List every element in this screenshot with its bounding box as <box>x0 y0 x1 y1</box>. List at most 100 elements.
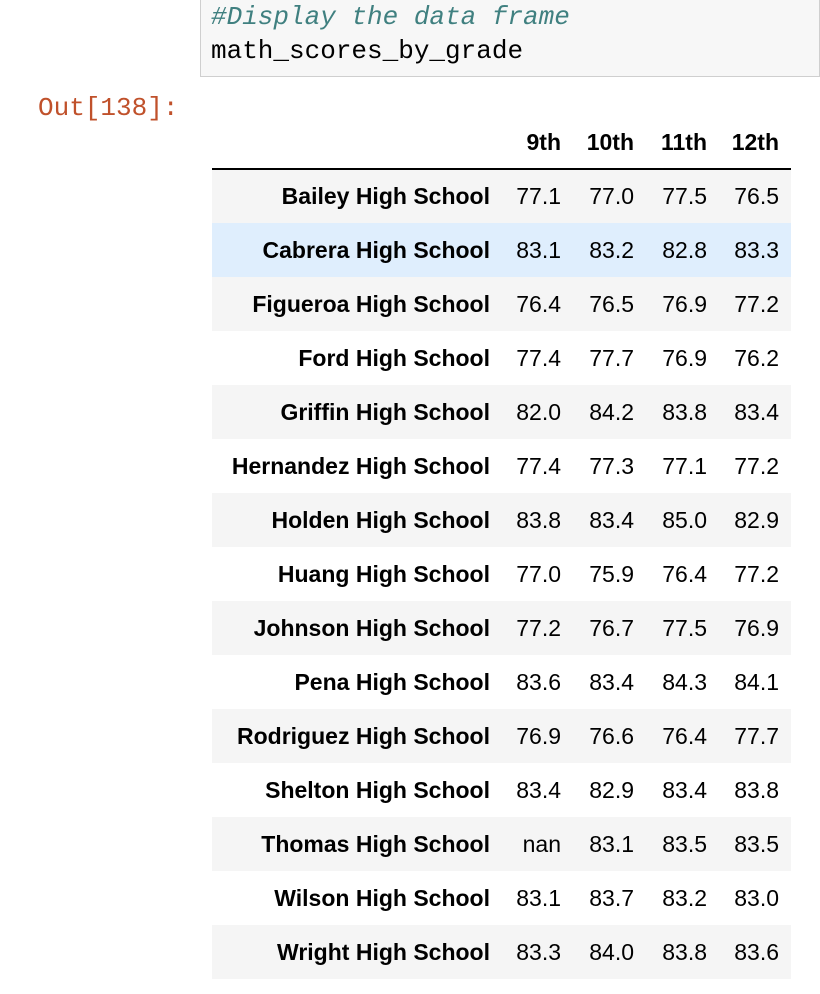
table-row: Wright High School 83.3 84.0 83.8 83.6 <box>212 925 791 979</box>
table-cell: 77.5 <box>662 614 707 641</box>
table-row: Cabrera High School 83.1 83.2 82.8 83.3 <box>212 223 791 277</box>
table-cell: 82.0 <box>516 398 561 425</box>
column-header: 10th <box>573 116 646 170</box>
table-row: Ford High School 77.4 77.7 76.9 76.2 <box>212 331 791 385</box>
table-header-row: 9th 10th 11th 12th <box>212 116 791 170</box>
table-cell: 76.9 <box>662 290 707 317</box>
table-cell: 83.8 <box>516 506 561 533</box>
table-cell: 83.6 <box>516 668 561 695</box>
dataframe-table: 9th 10th 11th 12th Bailey High School 77.… <box>212 116 791 979</box>
table-cell: 83.3 <box>734 236 779 263</box>
table-row: Pena High School 83.6 83.4 84.3 84.1 <box>212 655 791 709</box>
table-cell: 83.4 <box>589 506 634 533</box>
table-cell: 77.2 <box>516 614 561 641</box>
table-cell: 76.9 <box>516 722 561 749</box>
table-cell: 84.2 <box>589 398 634 425</box>
row-index-label: Ford High School <box>298 344 490 371</box>
table-cell: 77.1 <box>516 183 561 209</box>
table-cell: 83.4 <box>589 668 634 695</box>
table-row: Johnson High School 77.2 76.7 77.5 76.9 <box>212 601 791 655</box>
table-cell: 77.7 <box>734 722 779 749</box>
row-index-label: Shelton High School <box>265 776 490 803</box>
table-row: Hernandez High School 77.4 77.3 77.1 77.2 <box>212 439 791 493</box>
table-cell: 76.2 <box>734 344 779 371</box>
table-cell: 83.5 <box>734 830 779 857</box>
column-header: 11th <box>646 116 719 170</box>
table-cell: 77.5 <box>662 183 707 209</box>
row-index-label: Johnson High School <box>253 614 490 641</box>
table-cell: 85.0 <box>662 506 707 533</box>
row-index-label: Bailey High School <box>281 183 490 209</box>
table-cell: 82.8 <box>662 236 707 263</box>
table-cell: 76.7 <box>589 614 634 641</box>
table-row: Figueroa High School 76.4 76.5 76.9 77.2 <box>212 277 791 331</box>
table-row: Rodriguez High School 76.9 76.6 76.4 77.7 <box>212 709 791 763</box>
index-header <box>212 116 502 170</box>
table-cell: 76.4 <box>516 290 561 317</box>
table-row: Griffin High School 82.0 84.2 83.8 83.4 <box>212 385 791 439</box>
row-index-label: Wright High School <box>277 938 490 965</box>
table-cell: 76.5 <box>734 183 779 209</box>
output-prompt: Out[138]: <box>38 93 179 123</box>
table-cell: 76.5 <box>589 290 634 317</box>
table-cell: 82.9 <box>734 506 779 533</box>
table-cell: 83.4 <box>734 398 779 425</box>
table-cell: 83.8 <box>662 938 707 965</box>
table-cell: 84.1 <box>734 668 779 695</box>
table-cell: 83.2 <box>589 236 634 263</box>
code-cell-input[interactable]: #Display the data frame math_scores_by_g… <box>200 0 820 77</box>
row-index-label: Rodriguez High School <box>237 722 490 749</box>
table-body: Bailey High School 77.1 77.0 77.5 76.5 Cabrer… <box>212 169 791 979</box>
table-cell: 83.1 <box>589 830 634 857</box>
row-index-label: Figueroa High School <box>252 290 490 317</box>
row-index-label: Holden High School <box>271 506 491 533</box>
table-row: Thomas High School nan 83.1 83.5 83.5 <box>212 817 791 871</box>
code-line: math_scores_by_grade <box>211 36 524 66</box>
table-cell: 83.1 <box>516 236 561 263</box>
table-cell: 76.4 <box>662 560 707 587</box>
row-index-label: Cabrera High School <box>262 236 490 263</box>
code-comment: #Display the data frame <box>211 2 570 32</box>
table-cell: 76.9 <box>662 344 707 371</box>
row-index-label: Wilson High School <box>274 884 490 911</box>
table-cell: 84.0 <box>589 938 634 965</box>
table-cell: 84.3 <box>662 668 707 695</box>
row-index-label: Hernandez High School <box>231 452 490 479</box>
table-cell: 75.9 <box>589 560 634 587</box>
table-row: Holden High School 83.8 83.4 85.0 82.9 <box>212 493 791 547</box>
table-cell: 83.8 <box>662 398 707 425</box>
table-row: Shelton High School 83.4 82.9 83.4 83.8 <box>212 763 791 817</box>
table-cell: 83.2 <box>662 884 707 911</box>
table-cell: 77.2 <box>734 560 779 587</box>
table-row: Wilson High School 83.1 83.7 83.2 83.0 <box>212 871 791 925</box>
table-cell: 83.5 <box>662 830 707 857</box>
table-cell: 83.4 <box>516 776 561 803</box>
table-row: Bailey High School 77.1 77.0 77.5 76.5 <box>212 169 791 223</box>
column-header: 12th <box>719 116 791 170</box>
table-cell: 77.7 <box>589 344 634 371</box>
table-cell: 77.4 <box>516 452 561 479</box>
table-cell: 83.7 <box>589 884 634 911</box>
row-index-label: Pena High School <box>294 668 490 695</box>
table-cell: 83.6 <box>734 938 779 965</box>
table-cell: 82.9 <box>589 776 634 803</box>
table-cell: 77.4 <box>516 344 561 371</box>
table-cell: nan <box>522 830 561 857</box>
row-index-label: Thomas High School <box>261 830 490 857</box>
table-cell: 76.6 <box>589 722 634 749</box>
column-header: 9th <box>502 116 573 170</box>
table-cell: 77.2 <box>734 452 779 479</box>
row-index-label: Huang High School <box>277 560 490 587</box>
table-cell: 77.3 <box>589 452 634 479</box>
table-cell: 83.3 <box>516 938 561 965</box>
table-cell: 77.0 <box>516 560 561 587</box>
table-cell: 83.1 <box>516 884 561 911</box>
table-cell: 76.4 <box>662 722 707 749</box>
table-cell: 83.4 <box>662 776 707 803</box>
table-cell: 76.9 <box>734 614 779 641</box>
table-cell: 77.1 <box>662 452 707 479</box>
table-row: Huang High School 77.0 75.9 76.4 77.2 <box>212 547 791 601</box>
row-index-label: Griffin High School <box>280 398 490 425</box>
table-cell: 77.2 <box>734 290 779 317</box>
table-cell: 83.8 <box>734 776 779 803</box>
